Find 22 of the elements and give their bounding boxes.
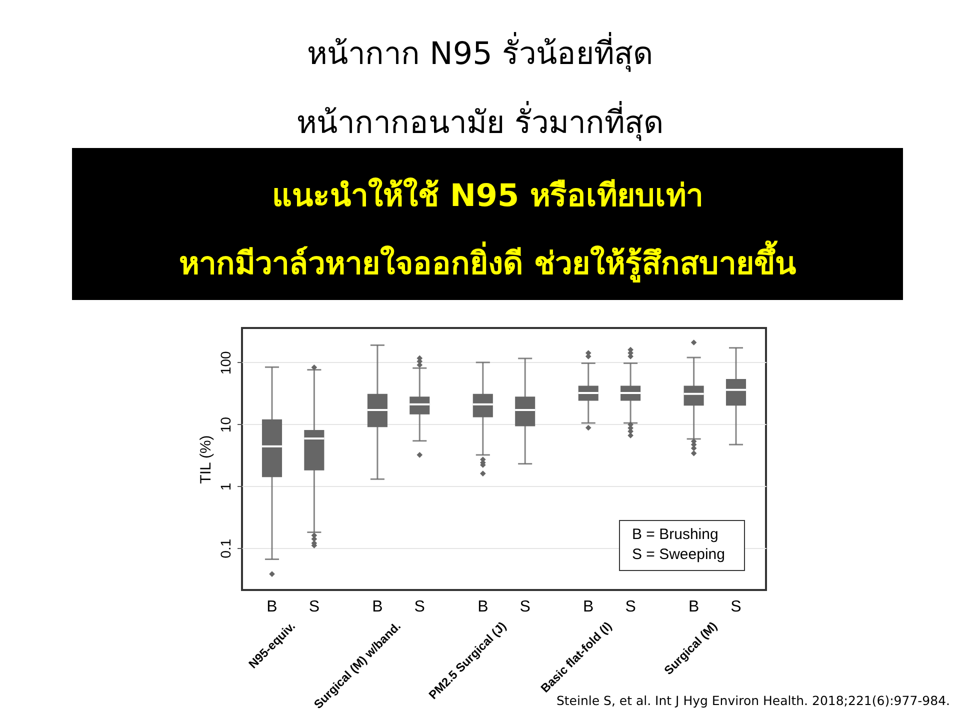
x-tick-label: S — [520, 598, 530, 616]
x-tick-label: B — [478, 598, 488, 616]
chart-title: หน้ากาก N95 รั่วน้อยที่สุด — [306, 31, 654, 74]
x-tick-label: B — [688, 598, 700, 616]
text: Steinle S, et al. Int J Hyg Environ Health. 2018;221(6):977-984. — [556, 693, 950, 708]
y-tick-label: 1 — [218, 482, 234, 491]
banner: แนะนำให้ใช้ N95 หรือเทียบเท่า หากมีวาล์วหายใจออกยิ่งดี ช่วยให้รู้สึกสบายขึ้น — [72, 148, 903, 300]
x-tick-label: S — [308, 598, 320, 616]
x-tick-label: B — [372, 598, 383, 616]
y-tick-label: 0.1 — [218, 538, 234, 558]
y-tick-label: 100 — [218, 351, 234, 375]
annotation: S = Sweeping — [632, 546, 725, 563]
annotation: B = Brushing — [632, 526, 718, 543]
x-tick-label: S — [625, 598, 636, 616]
x-tick-label: B — [266, 598, 278, 616]
x-tick-label: S — [414, 598, 425, 616]
y-tick-label: 10 — [218, 416, 234, 433]
key-box: B = Brushing S = Sweeping — [619, 520, 745, 571]
x-tick-label: S — [730, 598, 742, 616]
chart-subtitle: หน้ากากอนามัย รั่วมากที่สุด — [296, 100, 664, 143]
x-tick-label: B — [583, 598, 594, 616]
y-axis-title: TIL (%) — [198, 435, 214, 484]
